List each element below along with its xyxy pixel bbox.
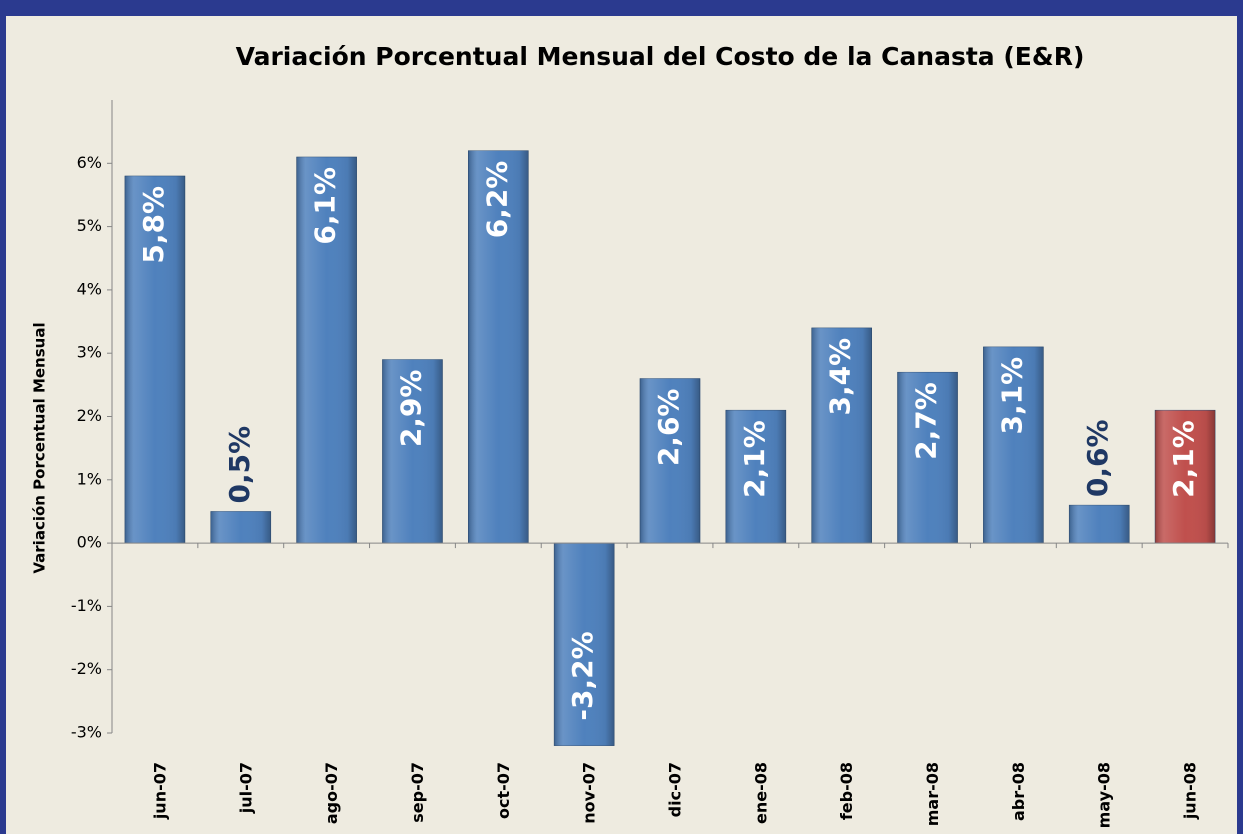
x-tick-label: mar-08 xyxy=(923,762,942,826)
data-label: 3,4% xyxy=(824,338,857,416)
y-tick-label: 3% xyxy=(77,343,102,362)
bar-shading xyxy=(811,327,872,544)
bar-shading xyxy=(296,156,357,544)
y-tick-label: -1% xyxy=(71,596,102,615)
x-tick-label: ene-08 xyxy=(751,762,770,824)
bar-shading xyxy=(382,359,443,544)
y-tick-label: 2% xyxy=(77,406,102,425)
x-tick-label: may-08 xyxy=(1095,762,1114,828)
data-label: 2,9% xyxy=(394,370,427,448)
data-label: -3,2% xyxy=(566,631,599,720)
bar-shading xyxy=(554,543,615,746)
x-tick-label: oct-07 xyxy=(494,762,513,819)
bar-shading xyxy=(210,511,271,544)
data-label: 0,5% xyxy=(223,426,256,504)
data-label: 2,6% xyxy=(652,389,685,467)
x-tick-label: jun-07 xyxy=(150,762,169,820)
x-tick-label: nov-07 xyxy=(580,762,599,824)
data-label: 2,1% xyxy=(738,420,771,498)
data-label: 0,6% xyxy=(1081,419,1114,497)
chart-title: Variación Porcentual Mensual del Costo d… xyxy=(236,42,1085,71)
y-tick-label: -2% xyxy=(71,659,102,678)
x-tick-label: dic-07 xyxy=(666,762,685,817)
data-label: 2,1% xyxy=(1167,420,1200,498)
x-tick-label: jul-07 xyxy=(236,762,255,814)
x-tick-label: feb-08 xyxy=(837,762,856,820)
y-tick-label: 0% xyxy=(77,533,102,552)
bar-shading xyxy=(1069,505,1130,544)
bar-shading xyxy=(124,175,185,544)
bar-shading xyxy=(468,150,529,544)
x-tick-label: ago-07 xyxy=(322,762,341,824)
data-label: 2,7% xyxy=(910,382,943,460)
chart-background xyxy=(6,16,1237,834)
x-tick-label: sep-07 xyxy=(408,762,427,823)
y-tick-label: 6% xyxy=(77,153,102,172)
bar-shading xyxy=(725,410,786,544)
data-label: 6,2% xyxy=(480,161,513,239)
data-label: 3,1% xyxy=(995,357,1028,435)
data-label: 5,8% xyxy=(137,186,170,264)
bar-shading xyxy=(639,378,701,544)
x-tick-label: jun-08 xyxy=(1181,762,1200,820)
x-tick-label: abr-08 xyxy=(1009,762,1028,821)
bar-shading xyxy=(1155,410,1216,544)
y-tick-label: 5% xyxy=(77,216,102,235)
data-label: 6,1% xyxy=(309,167,342,245)
y-axis-title: Variación Porcentual Mensual xyxy=(31,322,49,573)
y-tick-label: -3% xyxy=(71,723,102,742)
bar-shading xyxy=(983,346,1044,544)
y-tick-label: 4% xyxy=(77,279,102,298)
y-tick-label: 1% xyxy=(77,469,102,488)
bar-shading xyxy=(897,372,958,544)
